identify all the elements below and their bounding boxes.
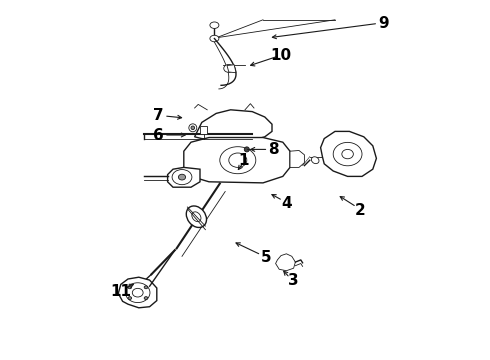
- Ellipse shape: [342, 149, 353, 159]
- Text: 1: 1: [238, 153, 248, 168]
- Ellipse shape: [312, 157, 319, 164]
- Ellipse shape: [125, 283, 150, 302]
- Ellipse shape: [224, 64, 234, 72]
- Ellipse shape: [192, 212, 201, 222]
- Text: 4: 4: [281, 196, 292, 211]
- Polygon shape: [184, 138, 290, 183]
- Ellipse shape: [333, 143, 362, 166]
- Ellipse shape: [186, 206, 206, 228]
- Text: 2: 2: [355, 203, 366, 218]
- Ellipse shape: [172, 170, 192, 185]
- Ellipse shape: [132, 288, 143, 297]
- Ellipse shape: [144, 297, 148, 300]
- Ellipse shape: [245, 147, 249, 152]
- Polygon shape: [227, 65, 236, 73]
- Polygon shape: [275, 254, 295, 271]
- Text: 5: 5: [261, 250, 272, 265]
- Ellipse shape: [210, 22, 219, 28]
- Ellipse shape: [210, 35, 219, 42]
- Polygon shape: [290, 150, 304, 167]
- Ellipse shape: [229, 153, 247, 167]
- Polygon shape: [200, 126, 207, 134]
- Text: 7: 7: [153, 108, 164, 123]
- Ellipse shape: [178, 174, 186, 180]
- Text: 11: 11: [110, 284, 131, 299]
- Text: 8: 8: [269, 142, 279, 157]
- Ellipse shape: [144, 286, 148, 289]
- Text: 6: 6: [153, 127, 164, 143]
- Ellipse shape: [128, 297, 132, 300]
- Ellipse shape: [128, 286, 132, 289]
- Polygon shape: [118, 277, 157, 308]
- Ellipse shape: [220, 147, 256, 174]
- Text: 9: 9: [378, 16, 389, 31]
- Text: 3: 3: [288, 273, 299, 288]
- Polygon shape: [320, 131, 376, 176]
- Ellipse shape: [189, 124, 197, 132]
- Ellipse shape: [191, 126, 195, 130]
- Text: 10: 10: [270, 48, 292, 63]
- Polygon shape: [168, 167, 200, 187]
- Polygon shape: [195, 110, 272, 140]
